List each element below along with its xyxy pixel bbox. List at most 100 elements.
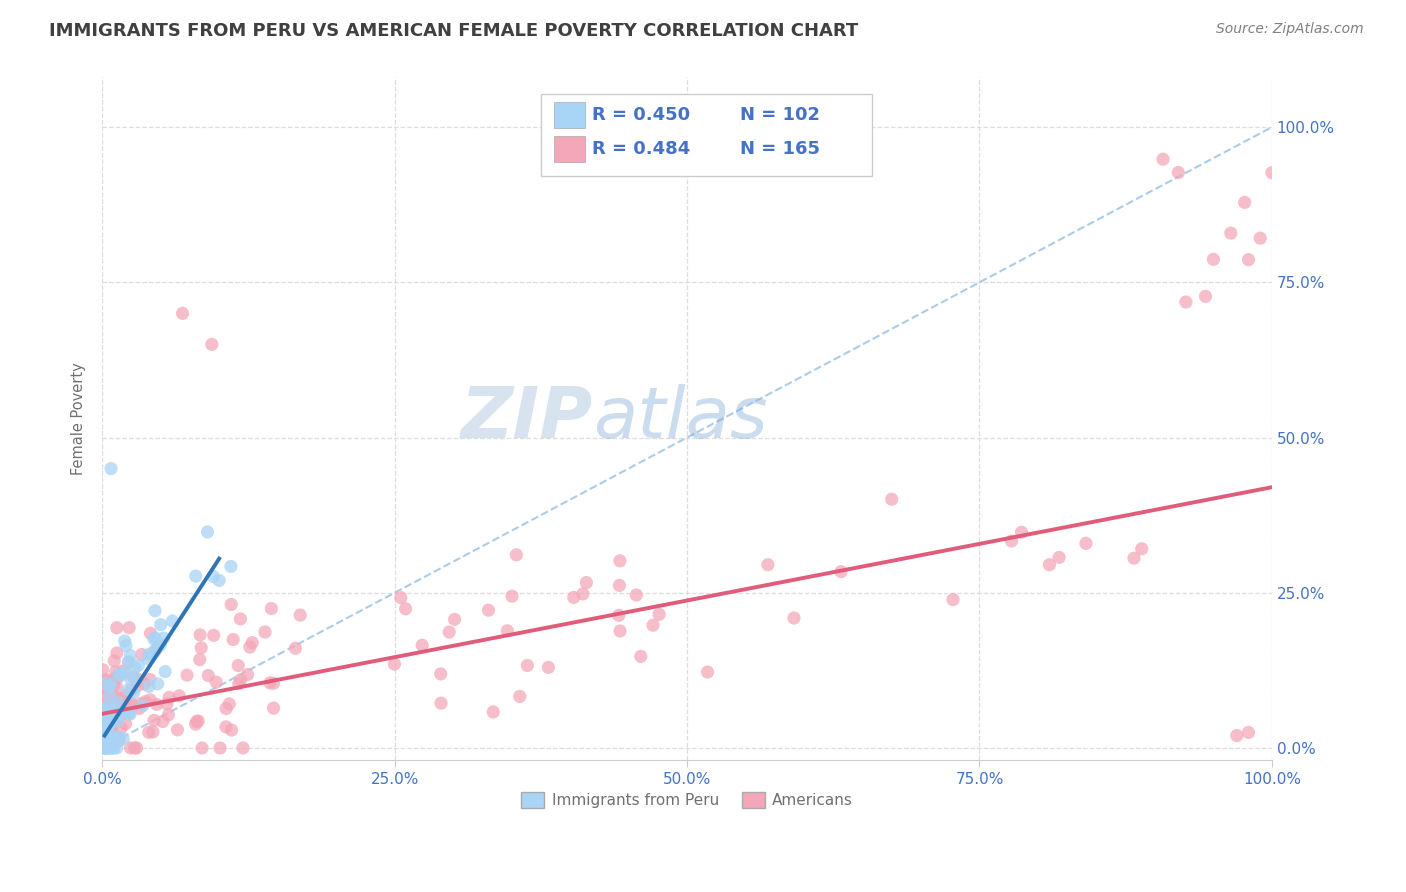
Point: [166, 723, 188, 737]
Point: [127, 679, 149, 693]
Point: [124, 660, 146, 674]
Point: [93, 741, 115, 756]
Point: [215, 720, 238, 734]
Point: [430, 696, 453, 710]
Point: [260, 601, 283, 615]
Point: [118, 706, 141, 721]
Point: [208, 741, 231, 756]
Point: [97, 723, 120, 737]
Point: [609, 554, 631, 568]
Point: [1219, 226, 1241, 240]
Point: [103, 676, 125, 690]
Point: [101, 708, 124, 723]
Point: [96, 711, 118, 725]
Point: [93, 702, 115, 716]
Point: [100, 701, 122, 715]
Point: [91, 734, 114, 748]
Point: [97, 740, 120, 755]
Point: [152, 714, 174, 729]
Point: [94, 729, 117, 743]
Point: [142, 646, 165, 660]
Point: [98, 698, 121, 713]
Point: [122, 698, 145, 713]
Point: [228, 677, 250, 691]
Point: [91, 725, 114, 739]
Point: [219, 559, 242, 574]
Legend: Immigrants from Peru, Americans: Immigrants from Peru, Americans: [515, 786, 859, 814]
Point: [120, 648, 142, 663]
Point: [100, 714, 122, 728]
Point: [139, 626, 162, 640]
Point: [505, 548, 527, 562]
Point: [219, 598, 242, 612]
Point: [108, 691, 131, 706]
Point: [91, 741, 114, 756]
Point: [146, 677, 169, 691]
Point: [184, 569, 207, 583]
Point: [120, 741, 142, 756]
Point: [96, 713, 118, 727]
Point: [239, 640, 262, 654]
Point: [114, 688, 136, 702]
Point: [117, 655, 139, 669]
Point: [641, 618, 664, 632]
Point: [1167, 165, 1189, 179]
Point: [128, 701, 150, 715]
Point: [101, 741, 124, 756]
Point: [101, 714, 124, 728]
Point: [188, 628, 211, 642]
Point: [93, 729, 115, 743]
Point: [97, 741, 120, 756]
Point: [114, 706, 136, 720]
Point: [101, 706, 124, 720]
Point: [572, 587, 595, 601]
Point: [118, 705, 141, 719]
Point: [108, 734, 131, 748]
Point: [96, 711, 118, 725]
Point: [94, 741, 117, 756]
Point: [98, 741, 121, 756]
Point: [101, 729, 124, 743]
Point: [98, 679, 121, 693]
Point: [114, 634, 136, 648]
Point: [215, 701, 238, 715]
Point: [91, 725, 114, 739]
Point: [201, 337, 224, 351]
Point: [125, 672, 148, 686]
Point: [114, 700, 136, 714]
Point: [152, 631, 174, 645]
Point: [103, 741, 125, 756]
Point: [93, 741, 115, 756]
Point: [509, 690, 531, 704]
Point: [157, 690, 180, 705]
Point: [91, 733, 114, 747]
Point: [477, 603, 499, 617]
Point: [221, 723, 243, 737]
Point: [172, 306, 194, 320]
Point: [93, 741, 115, 756]
Point: [104, 665, 127, 679]
Point: [1038, 558, 1060, 572]
Text: ZIP: ZIP: [461, 384, 593, 453]
Point: [100, 677, 122, 691]
Point: [103, 698, 125, 713]
Point: [97, 673, 120, 688]
Point: [575, 575, 598, 590]
Point: [108, 667, 131, 681]
Point: [93, 738, 115, 752]
Point: [91, 733, 114, 747]
Point: [143, 604, 166, 618]
Text: IMMIGRANTS FROM PERU VS AMERICAN FEMALE POVERTY CORRELATION CHART: IMMIGRANTS FROM PERU VS AMERICAN FEMALE …: [49, 22, 859, 40]
Point: [830, 565, 852, 579]
Point: [110, 668, 132, 682]
Point: [226, 658, 249, 673]
Point: [100, 723, 122, 738]
Point: [97, 739, 120, 754]
Point: [145, 698, 167, 712]
Point: [105, 741, 128, 756]
Point: [197, 524, 219, 539]
Point: [98, 723, 121, 738]
Point: [108, 707, 131, 722]
Point: [108, 668, 131, 682]
Point: [153, 665, 176, 679]
